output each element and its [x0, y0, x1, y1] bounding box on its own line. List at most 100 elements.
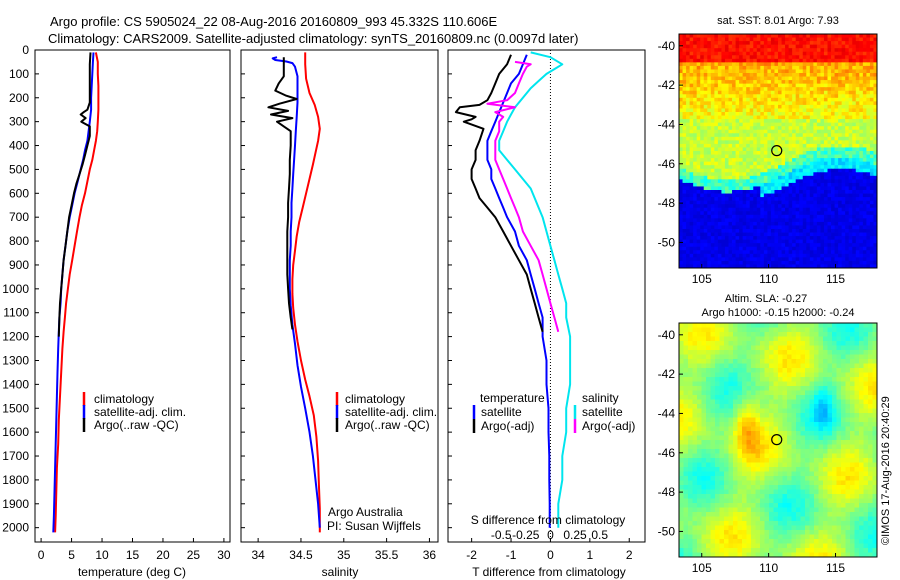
- sst-cell: [682, 97, 687, 102]
- sst-cell: [799, 197, 804, 202]
- x-tick-label: 15: [126, 548, 140, 562]
- sst-cell: [767, 73, 772, 77]
- sst-cell: [728, 94, 733, 99]
- sla-cell: [742, 327, 747, 333]
- sla-cell: [755, 332, 761, 337]
- sla-cell: [805, 377, 810, 382]
- sst-cell: [841, 229, 846, 233]
- x-tick-label: 34: [251, 548, 265, 562]
- sst-cell: [714, 186, 719, 191]
- sst-cell: [809, 90, 814, 95]
- sla-cell: [701, 363, 707, 369]
- sst-cell: [749, 161, 754, 166]
- sla-cell: [800, 350, 806, 355]
- sst-cell: [721, 207, 726, 212]
- sla-cell: [827, 368, 833, 373]
- sst-cell: [682, 94, 687, 99]
- sst-cell: [841, 260, 846, 265]
- sla-cell: [710, 431, 716, 436]
- sst-cell: [679, 97, 683, 102]
- sst-cell: [859, 165, 864, 170]
- sst-cell: [746, 264, 751, 269]
- sst-cell: [785, 232, 790, 237]
- sst-cell: [781, 140, 786, 145]
- sst-cell: [845, 119, 850, 124]
- sla-cell: [796, 341, 801, 346]
- sst-cell: [763, 225, 768, 230]
- sst-cell: [831, 253, 835, 258]
- sst-cell: [689, 253, 694, 258]
- sst-cell: [703, 80, 708, 85]
- sla-cell: [719, 417, 725, 423]
- sst-cell: [739, 253, 744, 258]
- sst-cell: [753, 179, 758, 184]
- sla-cell: [796, 345, 801, 351]
- sst-cell: [806, 161, 811, 166]
- sst-cell: [841, 104, 846, 109]
- sst-cell: [848, 76, 853, 81]
- depth-tick-label: 1200: [2, 330, 29, 344]
- sla-cell: [872, 399, 878, 405]
- sst-cell: [795, 165, 800, 170]
- sst-cell: [746, 154, 751, 159]
- sla-cell: [769, 354, 774, 360]
- sla-cell: [868, 422, 873, 427]
- sst-cell: [820, 69, 825, 74]
- sst-cell: [707, 158, 712, 163]
- sst-cell: [732, 165, 736, 170]
- x-tick-label: 25: [187, 548, 201, 562]
- sst-cell: [795, 90, 800, 95]
- sst-cell: [785, 37, 790, 42]
- sst-cell: [831, 246, 835, 251]
- x-tick-label: 0: [547, 548, 554, 562]
- sst-cell: [770, 44, 775, 49]
- sla-cell: [868, 404, 873, 409]
- sla-cell: [841, 395, 846, 400]
- sla-cell: [809, 359, 815, 364]
- sla-cell: [778, 350, 783, 355]
- sla-cell: [778, 408, 783, 414]
- sst-cell: [707, 80, 712, 85]
- sst-cell: [848, 165, 853, 170]
- sst-cell: [781, 133, 786, 138]
- sst-cell: [721, 197, 726, 202]
- sst-cell: [774, 190, 779, 194]
- sst-cell: [686, 87, 691, 92]
- sst-cell: [710, 200, 715, 205]
- sla-cell: [841, 413, 846, 418]
- sst-cell: [785, 90, 790, 95]
- sst-cell: [760, 126, 765, 131]
- sst-cell: [682, 104, 687, 109]
- sst-cell: [781, 218, 786, 223]
- sst-cell: [721, 221, 726, 226]
- sst-cell: [721, 55, 726, 60]
- sst-cell: [728, 87, 733, 92]
- sla-cell: [688, 422, 693, 427]
- sst-cell: [721, 264, 726, 269]
- sst-cell: [795, 172, 800, 177]
- sla-cell: [814, 390, 819, 396]
- sst-cell: [816, 87, 821, 92]
- sst-cell: [728, 246, 733, 251]
- sst-cell: [781, 62, 786, 67]
- sst-cell: [799, 175, 804, 180]
- sst-cell: [763, 48, 768, 53]
- sst-cell: [845, 250, 850, 255]
- sla-cell: [760, 381, 765, 387]
- sst-cell: [739, 154, 744, 159]
- sst-cell: [700, 218, 705, 223]
- sst-cell: [728, 34, 733, 38]
- sst-cell: [795, 239, 800, 244]
- sst-cell: [742, 243, 747, 248]
- sst-cell: [724, 193, 729, 198]
- sst-cell: [703, 200, 708, 205]
- sst-cell: [693, 140, 698, 145]
- sst-cell: [795, 140, 800, 145]
- sst-cell: [700, 44, 705, 49]
- sst-cell: [820, 34, 825, 38]
- sst-cell: [795, 136, 800, 141]
- sst-cell: [717, 214, 722, 219]
- sst-cell: [831, 94, 835, 99]
- sst-cell: [823, 65, 828, 70]
- sst-cell: [838, 175, 843, 180]
